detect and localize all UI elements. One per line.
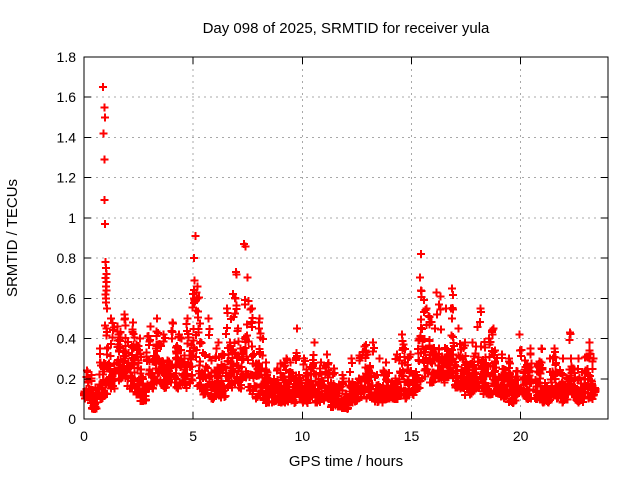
y-tick-label: 0.4 xyxy=(57,331,77,347)
y-tick-label: 1.8 xyxy=(57,49,77,65)
x-tick-label: 10 xyxy=(295,428,311,444)
x-axis-label: GPS time / hours xyxy=(289,453,403,470)
x-tick-label: 15 xyxy=(404,428,420,444)
chart-title: Day 098 of 2025, SRMTID for receiver yul… xyxy=(203,20,490,37)
y-tick-label: 1.6 xyxy=(57,89,77,105)
y-tick-label: 0.8 xyxy=(57,250,77,266)
x-tick-label: 5 xyxy=(189,428,197,444)
y-tick-label: 0 xyxy=(68,411,76,427)
y-tick-label: 0.2 xyxy=(57,371,77,387)
scatter-points-path xyxy=(80,83,600,413)
tick-layer xyxy=(83,56,608,420)
plot-border xyxy=(83,56,609,420)
x-tick-label: 20 xyxy=(513,428,529,444)
y-tick-label: 1 xyxy=(68,210,76,226)
y-tick-label: 1.4 xyxy=(57,129,77,145)
tick-label-layer: 0 5 10 15 20 0 0.2 0.4 0.6 0.8 1 1.2 1.4 1.6 1.8 xyxy=(57,49,529,444)
x-tick-label: 0 xyxy=(80,428,88,444)
y-axis-label: SRMTID / TECUs xyxy=(4,179,21,297)
y-tick-label: 1.2 xyxy=(57,170,77,186)
y-tick-label: 0.6 xyxy=(57,290,77,306)
scatter-points-layer xyxy=(80,83,600,413)
